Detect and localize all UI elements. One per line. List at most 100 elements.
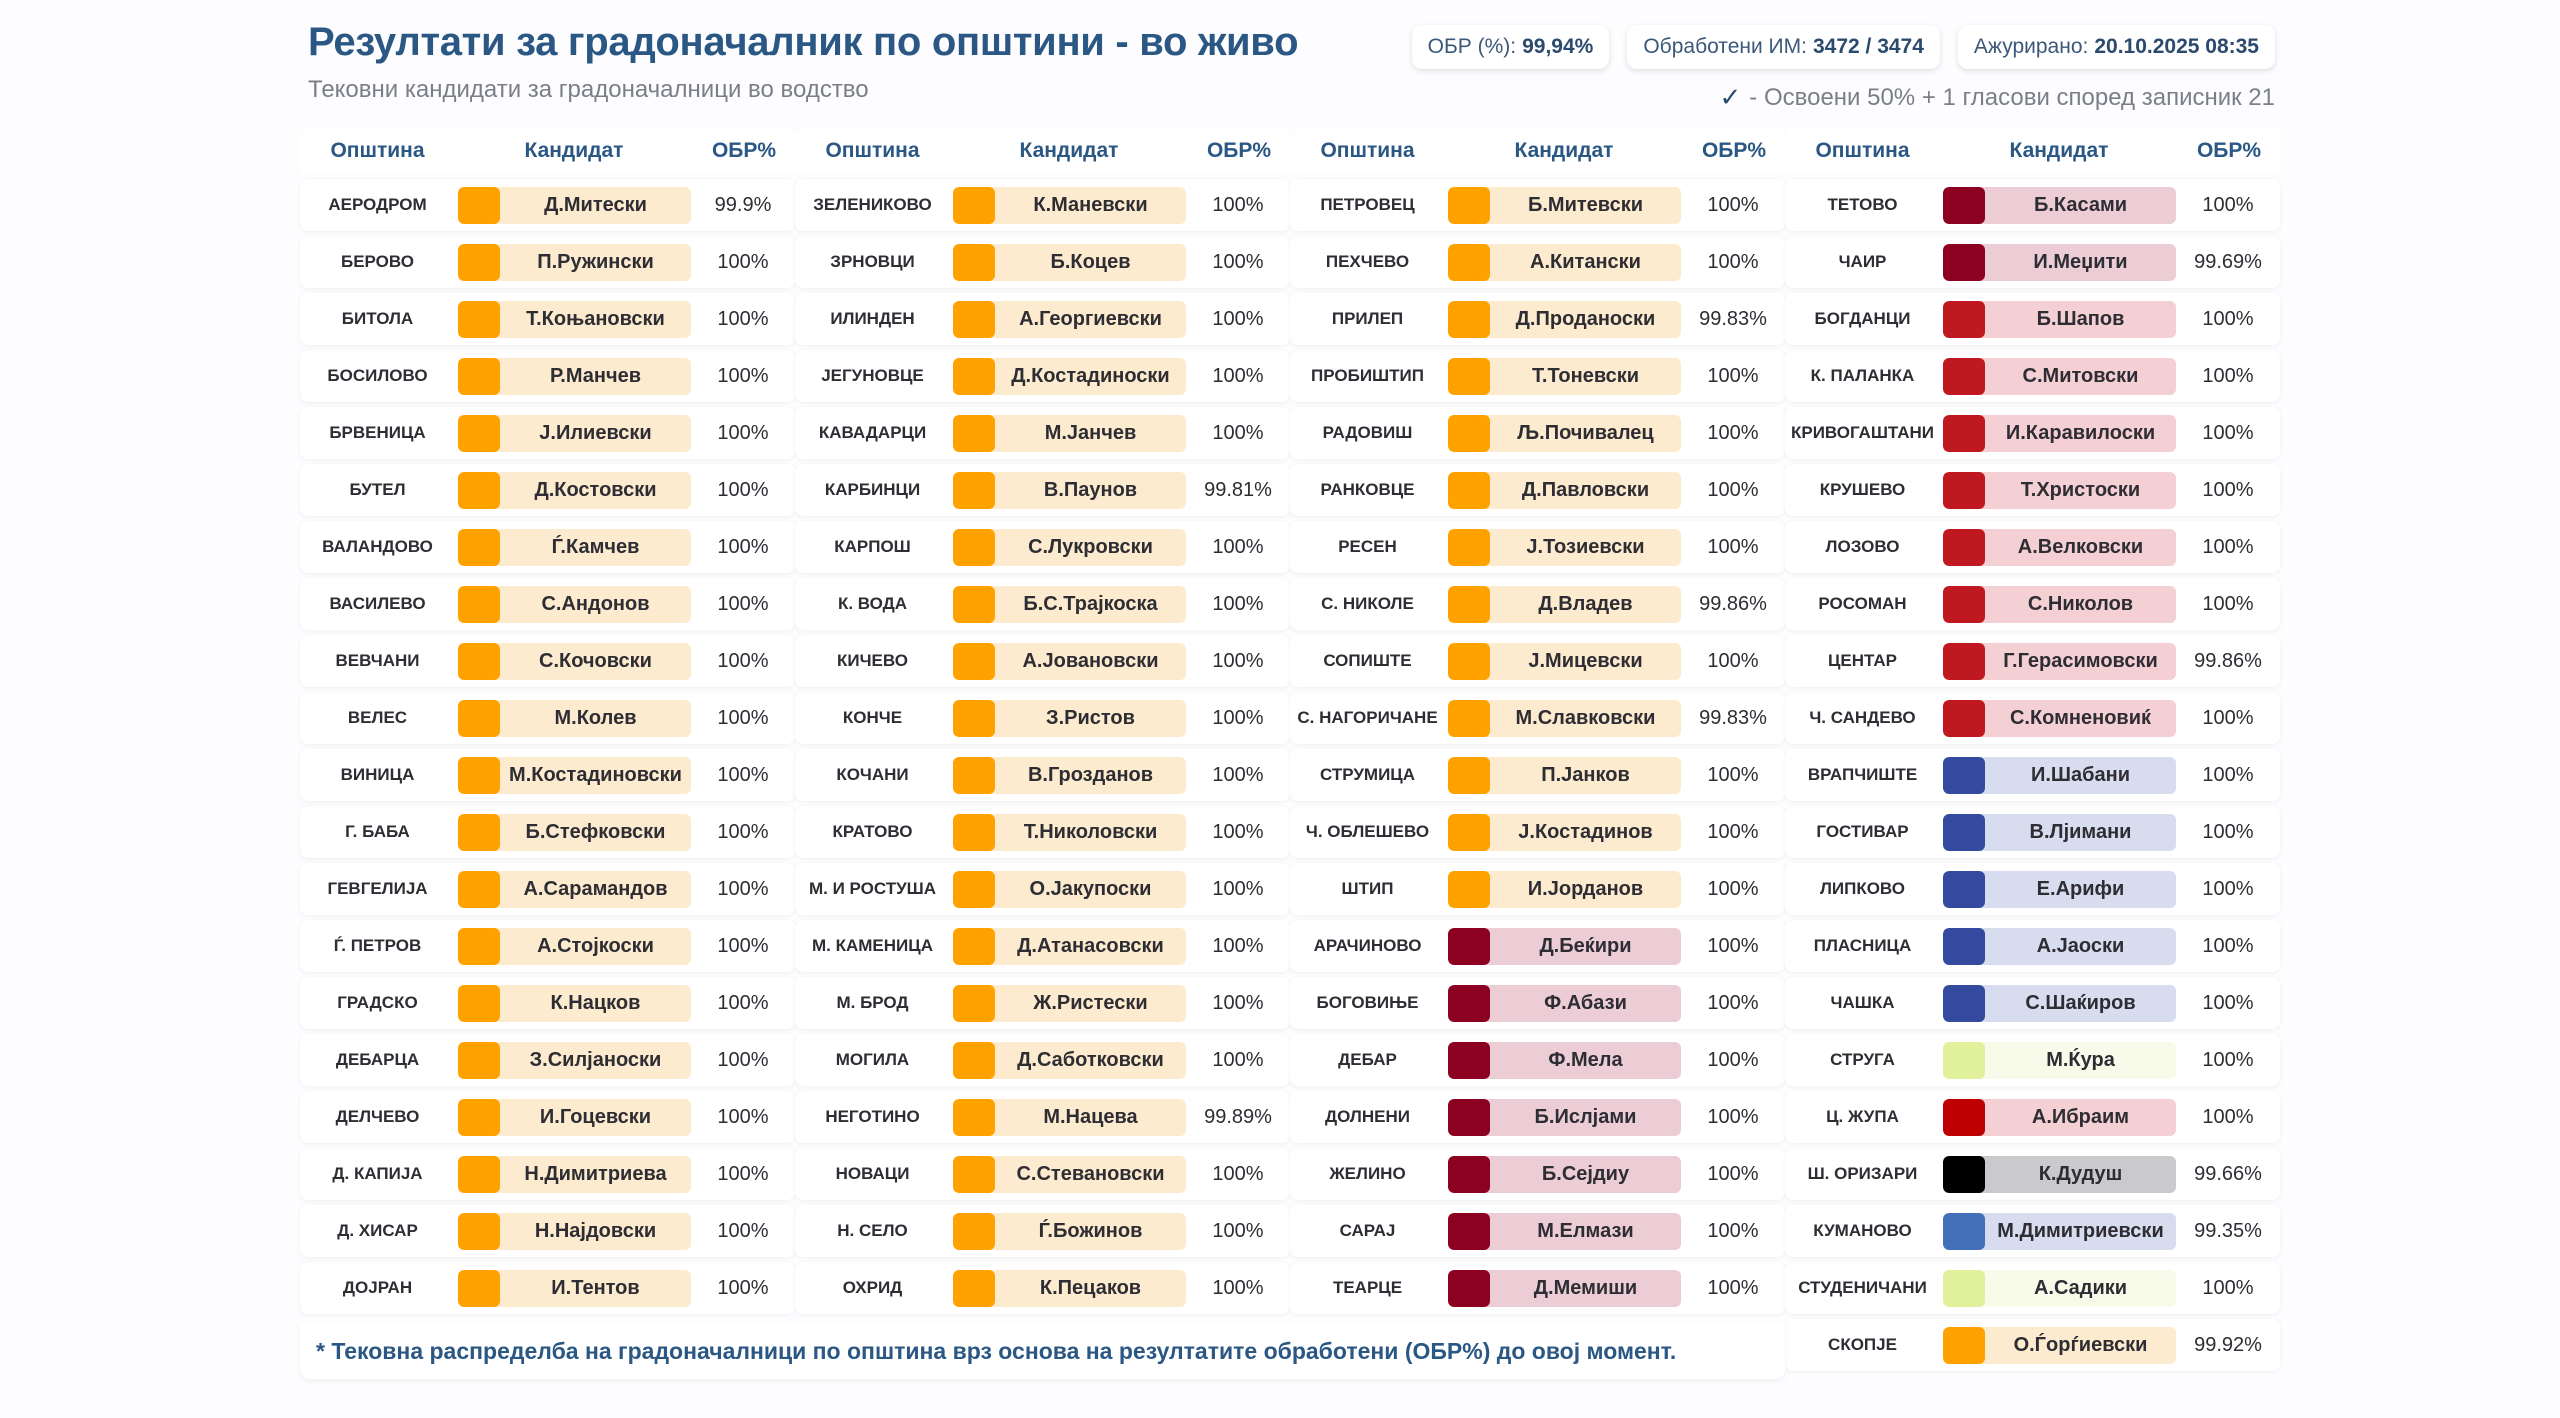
table-row: КУМАНОВО М.Димитриевски 99.35%: [1785, 1205, 2280, 1257]
obr-percent: 100%: [1707, 250, 1759, 273]
table-row: КРАТОВО Т.Николовски 100%: [795, 806, 1290, 858]
municipality-name: ПЛАСНИЦА: [1813, 936, 1912, 955]
candidate-pill: А.Георгиевски: [953, 300, 1186, 338]
candidate-name: Т.Тоневски: [1531, 364, 1640, 387]
table-row: АЕРОДРОМ Д.Митески 99.9%: [300, 179, 795, 231]
party-color-swatch: [1943, 870, 1985, 908]
candidate-pill: Б.Митевски: [1448, 186, 1681, 224]
table-row: КОЧАНИ В.Грозданов 100%: [795, 749, 1290, 801]
party-color-swatch: [1448, 243, 1490, 281]
party-color-swatch: [953, 1041, 995, 1079]
party-color-swatch: [953, 1155, 995, 1193]
party-color-swatch: [953, 756, 995, 794]
table-row: ПЕТРОВЕЦ Б.Митевски 100%: [1290, 179, 1785, 231]
candidate-pill: И.Гоцевски: [458, 1098, 691, 1136]
table-row: ЛОЗОВО А.Велковски 100%: [1785, 521, 2280, 573]
table-row: Ч. ОБЛЕШЕВО Ј.Костадинов 100%: [1290, 806, 1785, 858]
candidate-name: М.Славковски: [1515, 706, 1656, 729]
table-row: Д. ХИСАР Н.Најдовски 100%: [300, 1205, 795, 1257]
results-table: Општина Кандидат ОБР% АЕРОДРОМ Д.Митески 99.9…: [300, 128, 2280, 1371]
party-color-swatch: [953, 984, 995, 1022]
party-color-swatch: [953, 357, 995, 395]
candidate-pill: Д.Проданоски: [1448, 300, 1681, 338]
obr-percent: 100%: [1707, 1162, 1759, 1185]
obr-percent: 100%: [2202, 1105, 2254, 1128]
candidate-pill: П.Јанков: [1448, 756, 1681, 794]
party-color-swatch: [1448, 414, 1490, 452]
municipality-name: АРАЧИНОВО: [1313, 936, 1422, 955]
party-color-swatch: [953, 1098, 995, 1136]
obr-percent: 100%: [1707, 820, 1759, 843]
candidate-name: А.Садики: [2033, 1276, 2128, 1299]
candidate-pill: Д.Митески: [458, 186, 691, 224]
table-row: Д. КАПИЈА Н.Димитриева 100%: [300, 1148, 795, 1200]
candidate-pill: А.Стојкоски: [458, 927, 691, 965]
municipality-name: ПЕХЧЕВО: [1325, 252, 1410, 271]
municipality-name: С. НАГОРИЧАНЕ: [1297, 708, 1438, 727]
obr-badge: ОБР (%): 99,94%: [1411, 25, 1610, 69]
municipality-name: ЈЕГУНОВЦЕ: [821, 366, 924, 385]
footer-note: * Тековна распределба на градоначалници …: [300, 1323, 1785, 1379]
obr-percent: 100%: [717, 535, 769, 558]
candidate-name: З.Ристов: [1046, 706, 1135, 729]
municipality-name: Ч. ОБЛЕШЕВО: [1305, 822, 1430, 841]
header-candidate: Кандидат: [524, 139, 624, 162]
candidate-pill: К.Дудуш: [1943, 1155, 2176, 1193]
candidate-name: О.Јакупоски: [1029, 877, 1152, 900]
candidate-name: А.Сарамандов: [523, 877, 668, 900]
candidate-pill: Д.Владев: [1448, 585, 1681, 623]
party-color-swatch: [1943, 414, 1985, 452]
municipality-name: ВАСИЛЕВО: [329, 594, 426, 613]
candidate-name: Ж.Ристески: [1033, 991, 1148, 1014]
candidate-pill: В.Лјимани: [1943, 813, 2176, 851]
table-row: ДЕБАРЦА З.Силјаноски 100%: [300, 1034, 795, 1086]
candidate-name: А.Јаоски: [2036, 934, 2125, 957]
municipality-name: БИТОЛА: [341, 309, 414, 328]
candidate-pill: Б.Шапов: [1943, 300, 2176, 338]
municipality-name: ПРИЛЕП: [1331, 309, 1404, 328]
candidate-name: А.Велковски: [2017, 535, 2144, 558]
candidate-name: С.Кочовски: [539, 649, 652, 672]
municipality-name: РЕСЕН: [1338, 537, 1397, 556]
party-color-swatch: [458, 870, 500, 908]
municipality-name: КОЧАНИ: [836, 765, 909, 784]
candidate-name: Д.Костовски: [534, 478, 657, 501]
candidate-name: П.Јанков: [1541, 763, 1630, 786]
table-row: ВРАПЧИШТЕ И.Шабани 100%: [1785, 749, 2280, 801]
obr-percent: 100%: [1212, 250, 1264, 273]
municipality-name: Д. ХИСАР: [337, 1221, 418, 1240]
party-color-swatch: [1448, 528, 1490, 566]
candidate-name: Ѓ.Камчев: [551, 535, 640, 558]
table-row: КРУШЕВО Т.Христоски 100%: [1785, 464, 2280, 516]
candidate-pill: О.Ѓорѓиевски: [1943, 1326, 2176, 1364]
obr-percent: 100%: [717, 763, 769, 786]
obr-percent: 100%: [717, 592, 769, 615]
candidate-pill: М.Колев: [458, 699, 691, 737]
table-row: САРАЈ М.Елмази 100%: [1290, 1205, 1785, 1257]
municipality-name: КРАТОВО: [832, 822, 913, 841]
party-color-swatch: [1943, 813, 1985, 851]
table-row: ВИНИЦА М.Костадиновски 100%: [300, 749, 795, 801]
municipality-name: ЧАИР: [1838, 252, 1887, 271]
obr-percent: 100%: [2202, 535, 2254, 558]
candidate-name: Б.Стефковски: [525, 820, 666, 843]
candidate-name: И.Јорданов: [1527, 877, 1644, 900]
obr-percent: 100%: [2202, 364, 2254, 387]
table-row: НЕГОТИНО М.Нацева 99.89%: [795, 1091, 1290, 1143]
obr-percent: 100%: [2202, 991, 2254, 1014]
table-row: НОВАЦИ С.Стевановски 100%: [795, 1148, 1290, 1200]
obr-percent: 100%: [2202, 1276, 2254, 1299]
candidate-pill: Б.Касами: [1943, 186, 2176, 224]
candidate-name: А.Ибраим: [2031, 1105, 2130, 1128]
party-color-swatch: [458, 1212, 500, 1250]
header-municipality: Општина: [825, 139, 920, 162]
candidate-name: К.Маневски: [1033, 193, 1148, 216]
party-color-swatch: [1943, 300, 1985, 338]
obr-percent: 100%: [1707, 649, 1759, 672]
candidate-pill: К.Маневски: [953, 186, 1186, 224]
municipality-name: СТРУГА: [1830, 1050, 1895, 1069]
party-color-swatch: [953, 243, 995, 281]
party-color-swatch: [1448, 585, 1490, 623]
candidate-pill: Б.Ислјами: [1448, 1098, 1681, 1136]
party-color-swatch: [458, 1098, 500, 1136]
